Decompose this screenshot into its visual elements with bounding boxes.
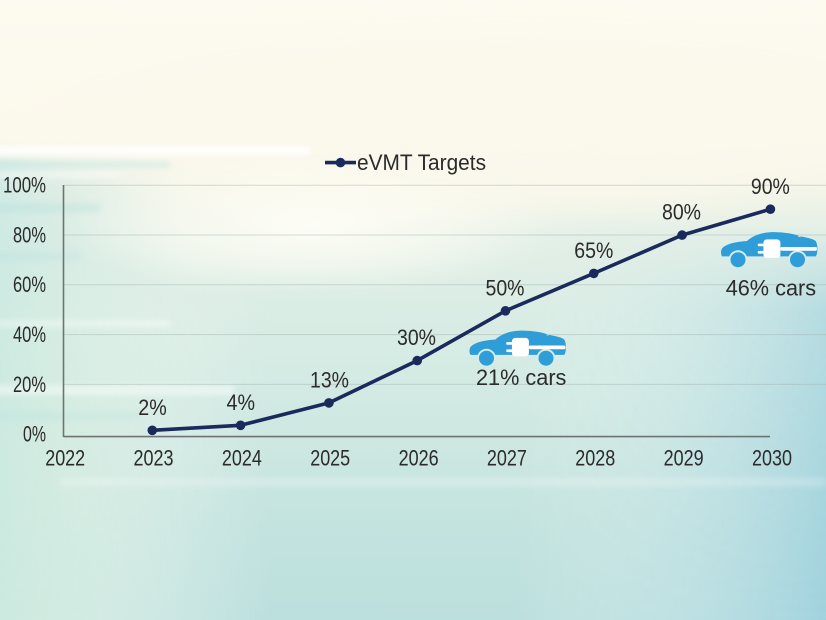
svg-text:46% cars: 46% cars [726,275,817,300]
svg-text:40%: 40% [13,322,46,347]
svg-text:2028: 2028 [575,445,615,470]
svg-text:13%: 13% [310,368,349,393]
svg-text:2%: 2% [138,395,167,420]
svg-text:2023: 2023 [134,445,174,470]
svg-text:21% cars: 21% cars [476,365,567,390]
svg-text:30%: 30% [397,325,436,350]
svg-text:90%: 90% [751,174,790,199]
svg-text:4%: 4% [227,390,256,415]
svg-text:eVMT Targets: eVMT Targets [357,150,486,175]
svg-text:50%: 50% [486,275,525,300]
svg-text:60%: 60% [13,272,46,297]
svg-text:100%: 100% [3,173,46,198]
svg-text:2030: 2030 [752,445,792,470]
svg-text:2026: 2026 [399,445,439,470]
svg-text:2029: 2029 [664,445,704,470]
svg-text:80%: 80% [13,222,46,247]
svg-text:65%: 65% [574,238,613,263]
svg-text:2027: 2027 [487,445,527,470]
svg-text:2022: 2022 [45,445,85,470]
svg-text:80%: 80% [662,200,701,225]
svg-text:2024: 2024 [222,445,262,470]
svg-text:2025: 2025 [310,445,350,470]
svg-text:0%: 0% [23,422,46,447]
svg-text:20%: 20% [13,372,46,397]
